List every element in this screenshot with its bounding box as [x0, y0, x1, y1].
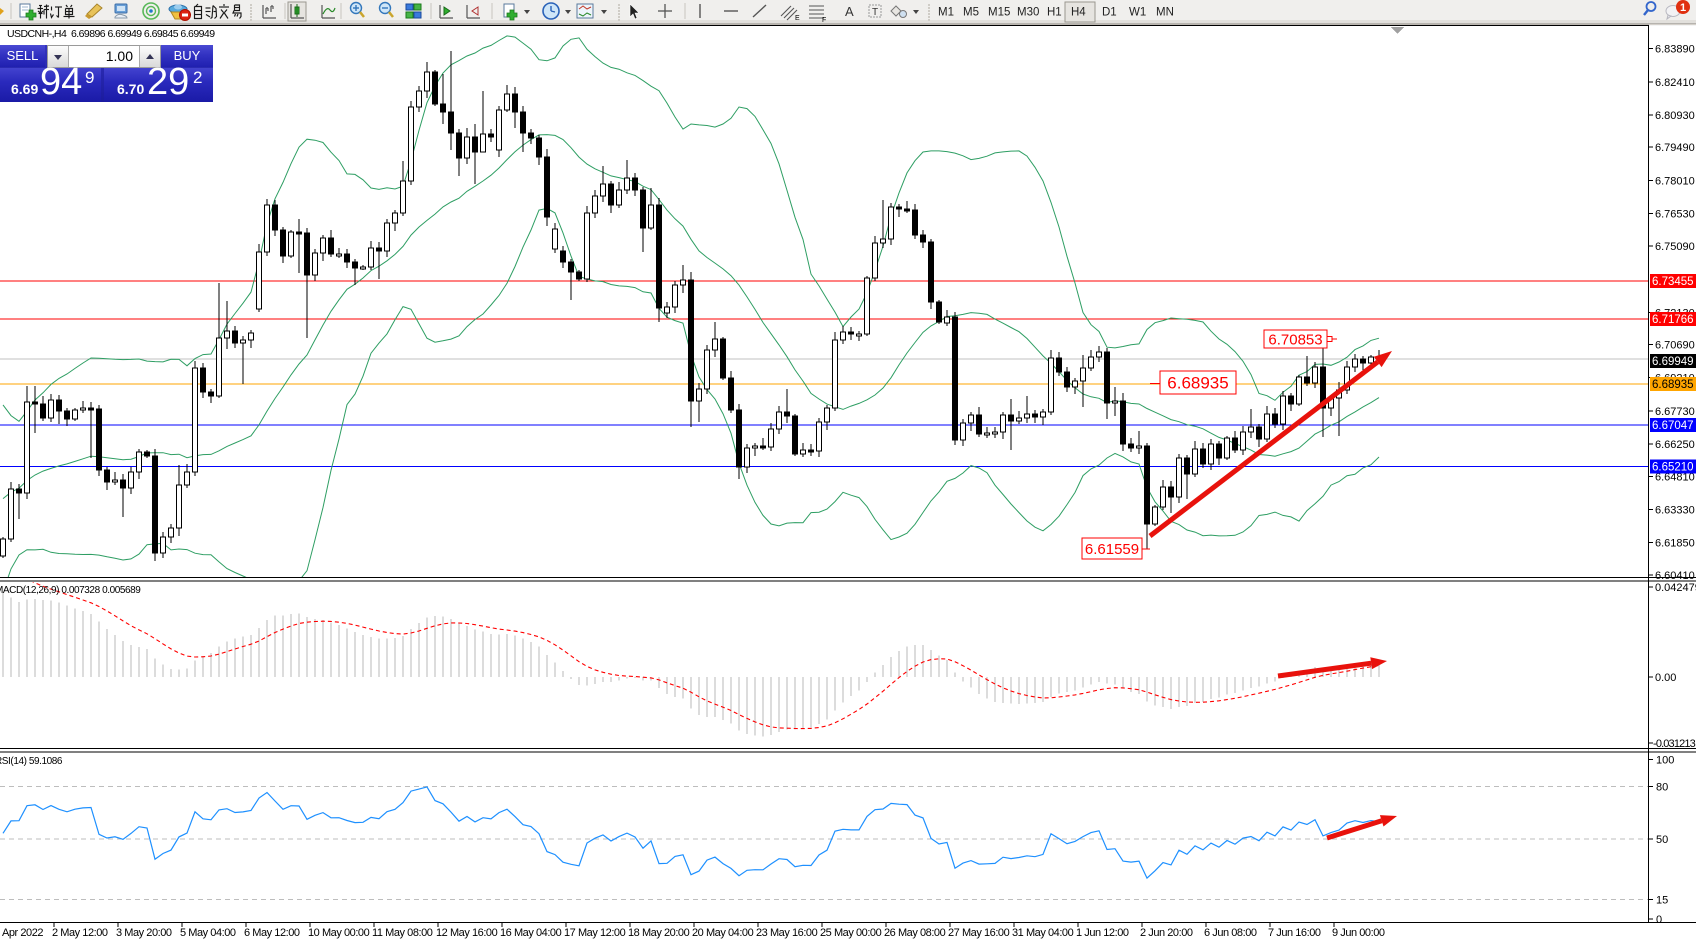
svg-text:6.65210: 6.65210 — [1652, 462, 1694, 474]
svg-text:26 May 08:00: 26 May 08:00 — [884, 927, 946, 939]
svg-text:6.69949: 6.69949 — [1652, 356, 1694, 368]
svg-text:2 May 12:00: 2 May 12:00 — [52, 927, 108, 939]
svg-text:6.61559: 6.61559 — [1085, 541, 1139, 558]
svg-text:27 May 16:00: 27 May 16:00 — [948, 927, 1010, 939]
svg-text:6.71766: 6.71766 — [1652, 314, 1694, 326]
svg-text:D1: D1 — [1102, 7, 1117, 19]
svg-text:11 May 08:00: 11 May 08:00 — [372, 927, 433, 939]
svg-text:M5: M5 — [963, 7, 979, 19]
svg-text:W1: W1 — [1129, 7, 1146, 19]
svg-text:M1: M1 — [938, 7, 954, 19]
svg-text:1: 1 — [1680, 2, 1686, 14]
svg-text:6 May 12:00: 6 May 12:00 — [244, 927, 300, 939]
svg-text:3 May 20:00: 3 May 20:00 — [116, 927, 172, 939]
svg-text:6.70690: 6.70690 — [1655, 340, 1695, 352]
svg-text:6.78010: 6.78010 — [1655, 175, 1695, 187]
svg-text:2 Jun 20:00: 2 Jun 20:00 — [1140, 927, 1193, 939]
svg-text:16 May 04:00: 16 May 04:00 — [500, 927, 562, 939]
svg-text:-0.031213: -0.031213 — [1653, 738, 1696, 750]
svg-text:9 Jun 00:00: 9 Jun 00:00 — [1332, 927, 1385, 939]
svg-text:6.79490: 6.79490 — [1655, 142, 1695, 154]
svg-text:20 May 04:00: 20 May 04:00 — [692, 927, 754, 939]
svg-text:50: 50 — [1656, 834, 1668, 846]
svg-text:6.76530: 6.76530 — [1655, 209, 1695, 221]
svg-text:0.00: 0.00 — [1655, 672, 1676, 684]
svg-text:25 May 00:00: 25 May 00:00 — [820, 927, 882, 939]
svg-text:18 May 20:00: 18 May 20:00 — [628, 927, 690, 939]
svg-text:0: 0 — [1656, 914, 1662, 926]
svg-text:H4: H4 — [1071, 7, 1086, 19]
svg-text:80: 80 — [1656, 782, 1668, 794]
svg-text:6.63330: 6.63330 — [1655, 505, 1695, 517]
svg-text:M15: M15 — [988, 7, 1010, 19]
svg-text:M30: M30 — [1017, 7, 1039, 19]
svg-text:100: 100 — [1656, 755, 1674, 767]
svg-text:6.80930: 6.80930 — [1655, 110, 1695, 122]
svg-text:15: 15 — [1656, 895, 1668, 907]
svg-text:F: F — [822, 17, 826, 24]
svg-text:7 Jun 16:00: 7 Jun 16:00 — [1268, 927, 1321, 939]
svg-text:6.82410: 6.82410 — [1655, 77, 1695, 89]
svg-text:6.61850: 6.61850 — [1655, 538, 1695, 550]
svg-text:T: T — [872, 7, 878, 18]
svg-text:Apr 2022: Apr 2022 — [2, 927, 43, 939]
svg-text:MACD(12,26,9) 0.007328 0.00568: MACD(12,26,9) 0.007328 0.005689 — [0, 585, 141, 596]
svg-text:31 May 04:00: 31 May 04:00 — [1012, 927, 1074, 939]
svg-text:6.68935: 6.68935 — [1167, 374, 1228, 393]
svg-text:0.042479: 0.042479 — [1655, 582, 1696, 594]
svg-text:1 Jun 12:00: 1 Jun 12:00 — [1076, 927, 1129, 939]
svg-text:10 May 00:00: 10 May 00:00 — [308, 927, 370, 939]
svg-text:23 May 16:00: 23 May 16:00 — [756, 927, 818, 939]
svg-text:6.67730: 6.67730 — [1655, 406, 1695, 418]
svg-text:6.64810: 6.64810 — [1655, 471, 1695, 483]
svg-text:12 May 16:00: 12 May 16:00 — [436, 927, 498, 939]
svg-text:17 May 12:00: 17 May 12:00 — [564, 927, 626, 939]
svg-text:A: A — [845, 4, 854, 19]
svg-text:RSI(14) 59.1086: RSI(14) 59.1086 — [0, 756, 63, 767]
svg-text:6.67047: 6.67047 — [1652, 420, 1694, 432]
svg-text:6.66250: 6.66250 — [1655, 439, 1695, 451]
svg-text:6.60410: 6.60410 — [1655, 570, 1695, 582]
svg-text:6.83890: 6.83890 — [1655, 44, 1695, 56]
svg-text:6.68935: 6.68935 — [1652, 379, 1694, 391]
svg-text:MN: MN — [1156, 7, 1174, 19]
svg-text:6.73455: 6.73455 — [1652, 276, 1694, 288]
svg-text:6 Jun 08:00: 6 Jun 08:00 — [1204, 927, 1257, 939]
svg-text:6.75090: 6.75090 — [1655, 241, 1695, 253]
svg-text:5 May 04:00: 5 May 04:00 — [180, 927, 236, 939]
svg-text:USDCNH-,H4 6.69896 6.69949 6.: USDCNH-,H4 6.69896 6.69949 6.69845 6.699… — [7, 28, 215, 40]
svg-text:6.70853: 6.70853 — [1268, 331, 1322, 348]
svg-text:H1: H1 — [1047, 7, 1062, 19]
svg-text:E: E — [795, 15, 800, 22]
